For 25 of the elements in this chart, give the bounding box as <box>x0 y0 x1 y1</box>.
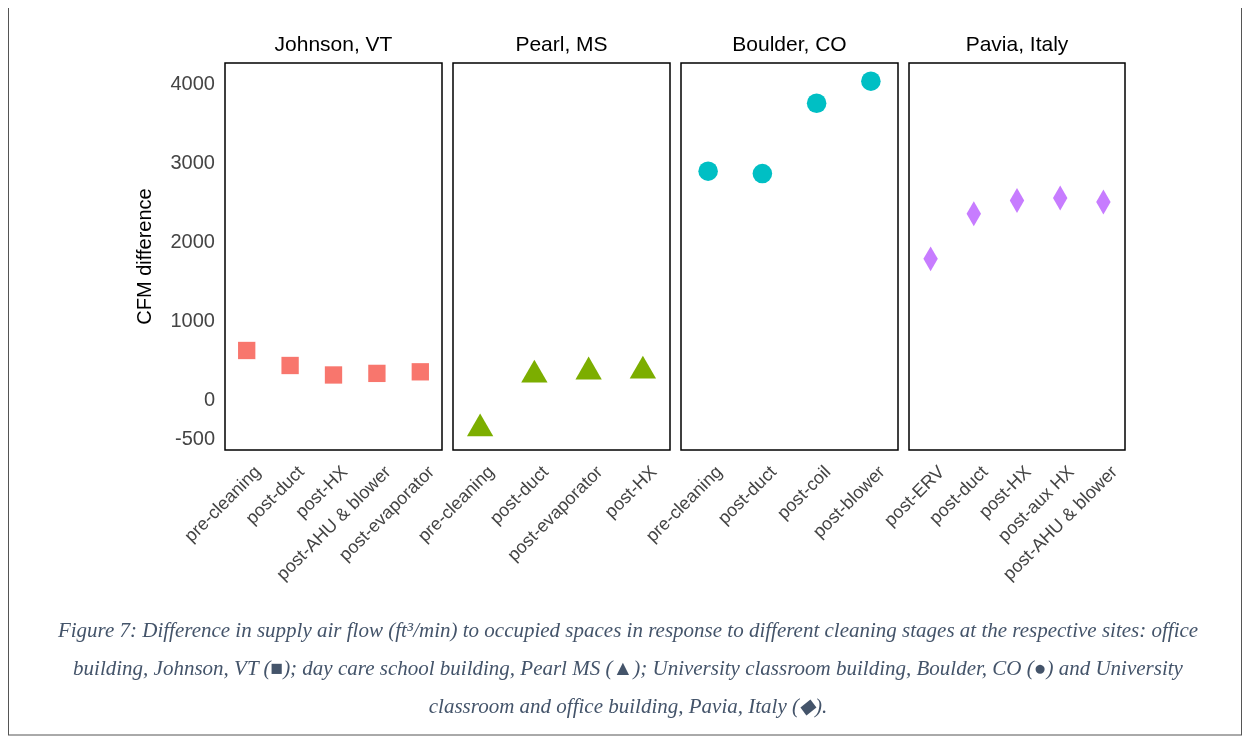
point <box>324 366 343 384</box>
point <box>238 341 256 360</box>
point <box>861 71 881 91</box>
y-tick-label: 4000 <box>170 71 215 94</box>
chart-title: Pearl, MS <box>515 32 608 55</box>
y-tick-label: 1000 <box>170 308 215 331</box>
y-tick-label: 0 <box>203 387 215 410</box>
point <box>521 359 548 383</box>
point <box>281 356 299 375</box>
chart-title: Johnson, VT <box>274 32 393 55</box>
y-axis-title: CFM difference <box>133 188 155 325</box>
point <box>368 364 386 383</box>
point <box>466 413 494 437</box>
point <box>411 363 429 381</box>
point <box>806 93 827 114</box>
chart-title: Pavia, Italy <box>965 32 1069 55</box>
point <box>698 161 718 181</box>
point <box>575 356 602 380</box>
y-tick-label: 2000 <box>170 229 215 252</box>
point <box>629 355 657 379</box>
y-tick-label: -500 <box>174 427 215 450</box>
chart-title: Boulder, CO <box>732 32 847 55</box>
caption: Figure 7: Difference in supply air flow (ft³/min) to occupied spaces in response to different cleaning stages at the respective sites: office building, Johnson, VT (■); day care school building, Pearl MS (▲); University classroom building, Boulder, CO (●) and University classroom and office building, Pavia, Italy (◆). <box>56 617 1200 720</box>
point <box>752 163 773 184</box>
y-tick-label: 3000 <box>170 150 215 173</box>
